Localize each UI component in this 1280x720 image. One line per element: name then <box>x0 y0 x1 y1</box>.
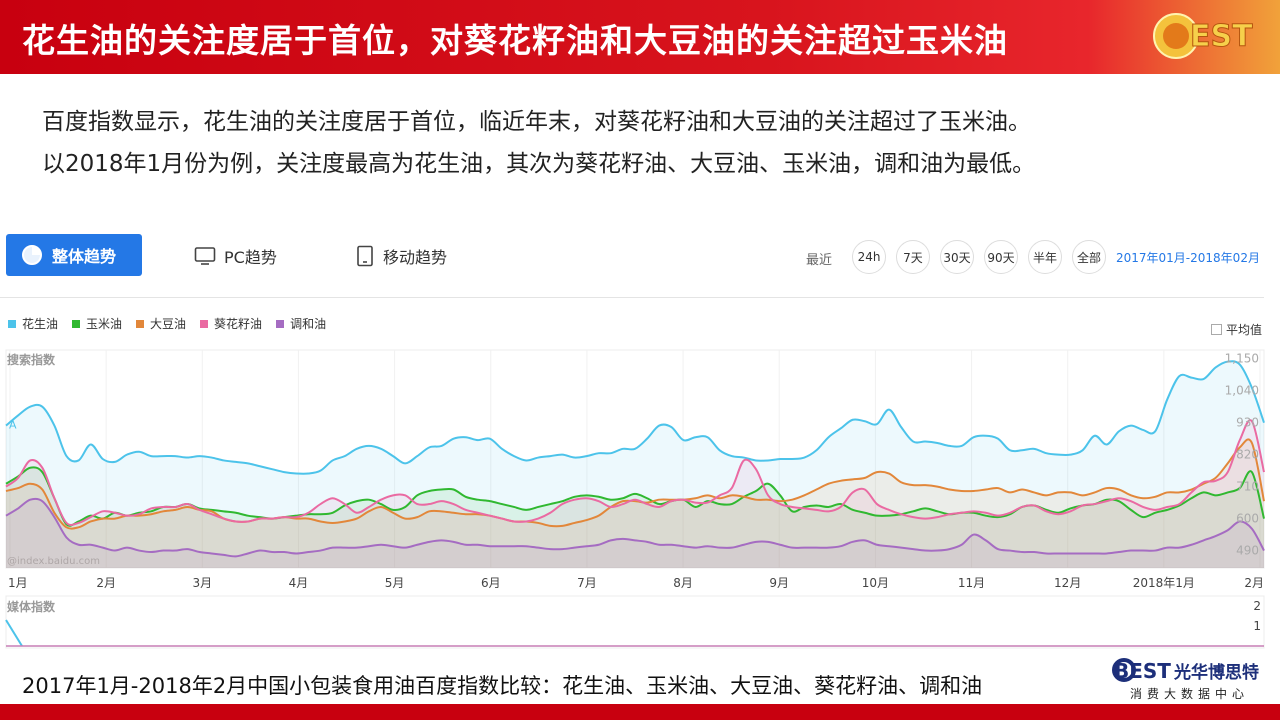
x-tick-label: 11月 <box>958 576 985 590</box>
series-area <box>6 439 1264 568</box>
legend-label: 大豆油 <box>150 317 187 331</box>
brand-logo-text: BEST <box>1114 659 1171 683</box>
y-tick-label: 600 <box>1236 512 1259 526</box>
x-tick-label: 10月 <box>862 576 889 590</box>
legend-label: 玉米油 <box>86 317 123 331</box>
svg-text:EST: EST <box>1190 19 1253 54</box>
range-7d-button[interactable]: 7天 <box>896 240 930 274</box>
legend-swatch <box>276 319 285 328</box>
range-label: 最近 <box>806 253 833 268</box>
average-toggle[interactable]: 平均值 <box>1211 321 1262 338</box>
range-90d-button[interactable]: 90天 <box>984 240 1018 274</box>
media-series-line <box>5 619 23 647</box>
legend-swatch <box>136 319 145 328</box>
range-half-year-button[interactable]: 半年 <box>1028 240 1062 274</box>
legend-swatch <box>200 319 209 328</box>
pie-chart-icon <box>22 245 42 265</box>
page-title: 花生油的关注度居于首位，对葵花籽油和大豆油的关注超过玉米油 <box>22 21 1008 60</box>
x-tick-label: 2月 <box>1244 576 1264 590</box>
x-tick-label: 6月 <box>481 576 501 590</box>
legend-swatch <box>8 319 16 328</box>
x-tick-label: 4月 <box>289 576 309 590</box>
media-plot-area <box>5 595 1265 649</box>
event-marker: A <box>9 419 17 432</box>
trend-chart: 搜索指数 @index.baidu.com A 490 600 710 820 930 1,04… <box>5 349 1265 649</box>
x-tick-label: 5月 <box>385 576 405 590</box>
y-tick-label: 820 <box>1236 448 1259 462</box>
media-y-tick-label: 1 <box>1253 619 1261 633</box>
brand-name: 光华博思特 <box>1173 662 1259 683</box>
y-tick-label: 1,150 <box>1225 352 1259 366</box>
y-tick-label: 1,040 <box>1225 384 1259 398</box>
intro-line-2: 以2018年1月份为例，关注度最高为花生油，其次为葵花籽油、大豆油、玉米油，调和… <box>42 151 1036 177</box>
x-tick-label: 2018年1月 <box>1133 576 1195 590</box>
series-area <box>6 420 1264 568</box>
range-30d-button[interactable]: 30天 <box>940 240 974 274</box>
x-tick-label: 3月 <box>192 576 212 590</box>
series-line <box>5 466 1265 527</box>
media-y-axis-label: 媒体指数 <box>7 599 56 614</box>
plot-area <box>5 349 1265 569</box>
footer-bar <box>0 704 1280 720</box>
legend-item-peanut[interactable]: 花生油 <box>8 315 58 332</box>
series-area <box>6 467 1264 568</box>
best-logo-icon: EST <box>1153 13 1254 59</box>
intro-line-1: 百度指数显示，花生油的关注度居于首位，临近年末，对葵花籽油和大豆油的关注超过了玉… <box>42 109 1031 135</box>
range-all-button[interactable]: 全部 <box>1072 240 1106 274</box>
range-24h-button[interactable]: 24h <box>852 240 886 274</box>
y-tick-label: 930 <box>1236 416 1259 430</box>
legend-label: 花生油 <box>22 317 59 331</box>
series-line <box>5 438 1265 530</box>
tab-mobile-trend[interactable]: 移动趋势 <box>355 244 447 268</box>
media-y-tick-label: 2 <box>1253 599 1261 613</box>
average-label: 平均值 <box>1226 323 1263 337</box>
legend-label: 调和油 <box>290 317 327 331</box>
x-tick-label: 2月 <box>96 576 116 590</box>
legend-label: 葵花籽油 <box>214 317 263 331</box>
tab-mobile-label: 移动趋势 <box>383 248 448 267</box>
monitor-icon <box>194 247 216 265</box>
watermark: @index.baidu.com <box>7 556 100 567</box>
x-tick-label: 9月 <box>769 576 789 590</box>
legend-swatch <box>72 319 81 328</box>
series-line <box>5 360 1265 475</box>
divider <box>0 297 1264 298</box>
tab-pc-trend[interactable]: PC趋势 <box>194 244 277 268</box>
legend-item-blend[interactable]: 调和油 <box>276 315 326 332</box>
legend-item-sunflower[interactable]: 葵花籽油 <box>200 315 262 332</box>
y-tick-label: 490 <box>1236 544 1259 558</box>
tab-overall-trend[interactable]: 整体趋势 <box>6 234 142 276</box>
chart-legend: 花生油 玉米油 大豆油 葵花籽油 调和油 <box>8 315 326 332</box>
y-axis-label: 搜索指数 <box>7 352 56 367</box>
phone-icon <box>357 245 373 267</box>
series-line <box>5 419 1265 527</box>
date-range-picker[interactable]: 2017年01月-2018年02月 <box>1116 251 1260 265</box>
series-line <box>5 497 1265 558</box>
y-tick-label: 710 <box>1236 480 1259 494</box>
chart-caption: 2017年1月-2018年2月中国小包装食用油百度指数比较：花生油、玉米油、大豆… <box>22 674 983 698</box>
average-checkbox[interactable] <box>1211 324 1222 335</box>
x-tick-label: 7月 <box>577 576 597 590</box>
brand-sub: 消费大数据中心 <box>1130 686 1249 701</box>
brand-logo: BEST 光华博思特 消费大数据中心 <box>1112 658 1259 701</box>
x-tick-label: 12月 <box>1054 576 1081 590</box>
header-banner: 花生油的关注度居于首位，对葵花籽油和大豆油的关注超过玉米油 EST <box>0 0 1280 74</box>
tab-pc-label: PC趋势 <box>224 248 277 267</box>
x-tick-label: 8月 <box>673 576 693 590</box>
brand-logo-icon <box>1112 658 1136 682</box>
legend-item-soy[interactable]: 大豆油 <box>136 315 186 332</box>
tab-overall-label: 整体趋势 <box>52 247 117 266</box>
series-area <box>6 361 1264 568</box>
x-tick-label: 1月 <box>8 576 28 590</box>
legend-item-corn[interactable]: 玉米油 <box>72 315 122 332</box>
